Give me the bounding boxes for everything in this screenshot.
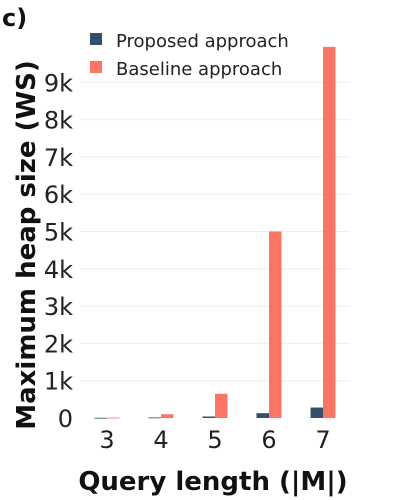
legend-label-proposed: Proposed approach xyxy=(116,31,289,52)
bar-baseline-3 xyxy=(107,417,120,419)
x-tick-label: 7 xyxy=(315,426,330,454)
x-tick-labels: 3 4 5 6 7 xyxy=(99,426,330,454)
y-tick-label: 3k xyxy=(44,293,73,321)
bar-proposed-4 xyxy=(148,417,161,419)
bar-proposed-6 xyxy=(256,413,269,418)
legend-swatch-baseline xyxy=(90,61,102,73)
x-tick-label: 5 xyxy=(207,426,222,454)
bar-group xyxy=(94,46,336,419)
y-tick-label: 2k xyxy=(44,330,73,358)
legend-swatch-proposed xyxy=(90,33,102,45)
bar-baseline-4 xyxy=(161,414,174,418)
y-axis-title: Maximum heap size (WS) xyxy=(12,60,42,430)
y-tick-label: 5k xyxy=(44,219,73,247)
y-tick-label: 1k xyxy=(44,368,73,396)
bar-baseline-7 xyxy=(323,46,336,419)
legend-label-baseline: Baseline approach xyxy=(116,59,282,80)
y-tick-label: 9k xyxy=(44,69,73,97)
y-tick-label: 4k xyxy=(44,256,73,284)
y-tick-label: 7k xyxy=(44,144,73,172)
panel-label: c) xyxy=(2,4,27,32)
grid-lines xyxy=(80,81,350,382)
x-tick-label: 6 xyxy=(261,426,276,454)
x-tick-label: 4 xyxy=(153,426,168,454)
y-tick-label: 6k xyxy=(44,181,73,209)
x-axis-title: Query length (|M|) xyxy=(78,467,347,497)
bar-baseline-5 xyxy=(215,393,228,418)
y-tick-label: 8k xyxy=(44,107,73,135)
x-tick-label: 3 xyxy=(99,426,114,454)
legend: Proposed approach Baseline approach xyxy=(90,31,289,80)
bar-proposed-5 xyxy=(202,416,215,418)
y-tick-labels: 0 1k 2k 3k 4k 5k 6k 7k 8k 9k xyxy=(44,69,73,433)
bar-baseline-6 xyxy=(269,231,282,418)
bar-proposed-3 xyxy=(94,417,107,419)
y-tick-label: 0 xyxy=(58,405,73,433)
bar-proposed-7 xyxy=(310,407,323,418)
